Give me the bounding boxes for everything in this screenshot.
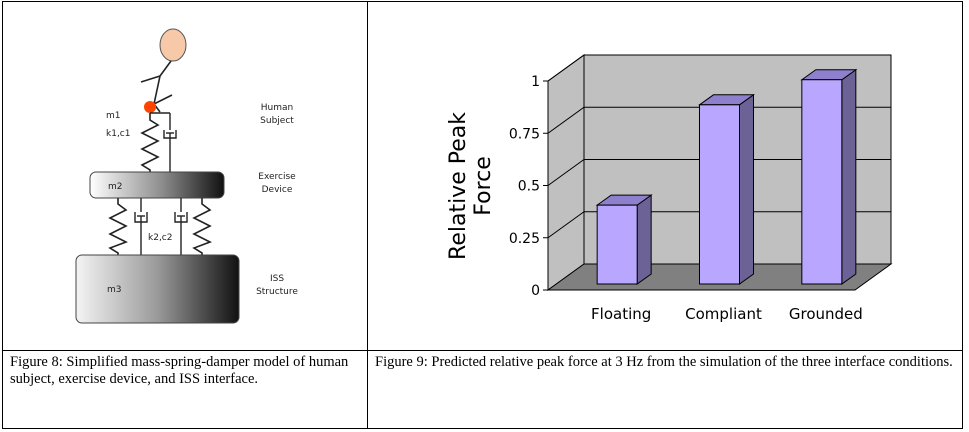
bar-side bbox=[841, 68, 857, 285]
gridline bbox=[547, 106, 891, 134]
damper-c2-left bbox=[134, 198, 148, 255]
chart-ylabel: Relative Peak Force bbox=[446, 112, 496, 260]
y-tick-label: 0 bbox=[531, 283, 540, 299]
stick-figure bbox=[140, 60, 173, 113]
x-tick-label: Grounded bbox=[789, 305, 863, 323]
y-tick-label: 0.25 bbox=[509, 231, 540, 247]
gridline bbox=[547, 159, 891, 186]
caption-divider bbox=[2, 350, 963, 351]
m1-mass bbox=[144, 101, 156, 113]
label-human-2: Subject bbox=[260, 116, 294, 126]
label-m1: m1 bbox=[106, 111, 121, 121]
head-shape bbox=[159, 28, 187, 62]
label-k1c1: k1,c1 bbox=[106, 129, 130, 139]
y-axis-label-line: Relative Peak bbox=[446, 112, 471, 260]
y-tick-label: 0.75 bbox=[509, 126, 540, 142]
spring-k1 bbox=[140, 113, 160, 172]
figure9-caption: Figure 9: Predicted relative peak force … bbox=[375, 354, 953, 370]
label-iss-1: ISS bbox=[270, 274, 284, 284]
label-k2c2: k2,c2 bbox=[148, 233, 172, 243]
bar-compliant bbox=[699, 104, 740, 285]
x-tick-label: Floating bbox=[591, 305, 651, 323]
label-exercise-1: Exercise bbox=[258, 172, 296, 182]
y-tick-label: 0.5 bbox=[518, 179, 540, 195]
gridline bbox=[547, 54, 891, 82]
column-divider bbox=[367, 1, 368, 429]
gridline bbox=[547, 211, 891, 239]
label-iss-2: Structure bbox=[256, 287, 298, 297]
spring-k2-left bbox=[108, 198, 128, 255]
x-tick-label: Compliant bbox=[685, 305, 762, 323]
label-exercise-2: Device bbox=[262, 185, 293, 195]
bar-floating bbox=[596, 204, 638, 285]
label-m2: m2 bbox=[108, 182, 123, 192]
y-axis-label-line: Force bbox=[471, 156, 496, 216]
spring-k2-right bbox=[192, 198, 212, 255]
damper-c2-right bbox=[174, 198, 188, 255]
damper-c1 bbox=[150, 112, 177, 172]
chart-bars bbox=[595, 68, 858, 285]
bar-side bbox=[739, 93, 754, 285]
label-m3: m3 bbox=[107, 285, 122, 295]
chart-axes: 0 0.25 0.5 0.75 1 Floating Compliant Grounded bbox=[509, 74, 863, 323]
chart-gridlines bbox=[547, 54, 891, 239]
bar-side bbox=[636, 194, 652, 285]
y-tick-label: 1 bbox=[531, 74, 540, 90]
label-human-1: Human bbox=[261, 103, 293, 113]
m3-block bbox=[75, 254, 240, 324]
m2-block bbox=[89, 171, 225, 199]
figure8-caption: Figure 8: Simplified mass-spring-damper … bbox=[10, 354, 349, 387]
bar-grounded bbox=[801, 79, 843, 285]
